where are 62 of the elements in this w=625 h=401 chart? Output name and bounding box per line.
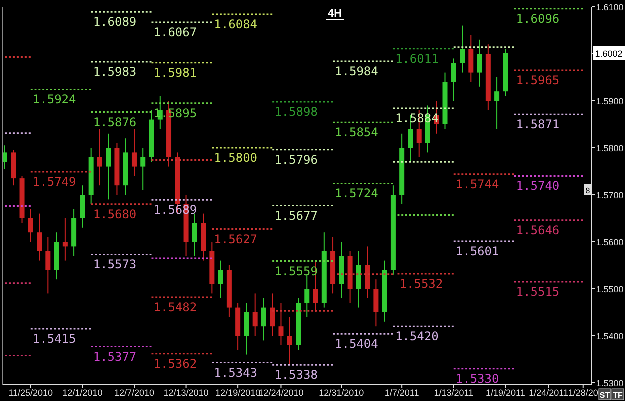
series-label: 1.5680	[93, 207, 137, 222]
series-label: 1.6089	[93, 15, 137, 30]
series-label: 1.5415	[32, 332, 76, 346]
x-tick-label: 12/13/2010	[164, 388, 209, 398]
y-tick-label: 1.5300	[596, 378, 624, 388]
series-label: 1.5924	[32, 92, 76, 107]
series-label: 1.5876	[93, 115, 137, 130]
series-label: 1.5744	[456, 177, 500, 192]
series-label: 1.5796	[274, 152, 318, 167]
y-tick-label: 1.5500	[596, 284, 624, 294]
series-label: 1.5482	[154, 300, 198, 314]
x-tick-label: 1/19/2011	[486, 388, 526, 398]
x-tick-label: 12/24/2010	[258, 388, 304, 398]
series-label: 1.5404	[335, 337, 378, 352]
series-label: 1.5749	[32, 174, 76, 189]
text: ST	[600, 391, 610, 400]
series-label: 1.5330	[456, 372, 500, 386]
x-tick-label: 1/13/2011	[434, 388, 474, 398]
annotation: 1.6002	[595, 49, 623, 60]
y-tick-label: 1.5700	[596, 190, 624, 200]
series-label: 1.5677	[274, 208, 318, 223]
series-label: 1.6067	[154, 26, 198, 40]
series-label: 1.5601	[456, 244, 500, 259]
chart-title: 4H	[328, 8, 342, 20]
x-tick-label: 11/25/2010	[8, 388, 54, 398]
series-label: 1.5646	[516, 223, 560, 238]
series-label: 1.5532	[400, 276, 444, 291]
series-label: 1.6096	[516, 12, 560, 26]
x-tick-label: 1/7/2011	[384, 388, 420, 398]
series-label: 1.5983	[93, 64, 137, 79]
x-tick-label: 1/28/20	[568, 388, 598, 398]
series-label: 1.5627	[214, 232, 258, 246]
series-label: 1.5362	[154, 356, 198, 371]
series-label: 1.5740	[516, 179, 560, 194]
series-label: 1.5724	[335, 186, 378, 201]
series-label: 1.5871	[516, 118, 560, 132]
x-tick-label: 12/7/2010	[114, 388, 155, 398]
annotation: 8	[586, 186, 591, 196]
y-tick-label: 1.5600	[596, 238, 624, 248]
series-label: 1.5377	[93, 350, 137, 364]
x-tick-label: 12/1/2010	[62, 388, 103, 398]
x-tick-label: 12/19/2010	[216, 388, 261, 398]
series-label: 1.5854	[335, 126, 378, 140]
text: TF	[613, 391, 623, 400]
series-label: 1.5898	[274, 104, 318, 119]
series-label: 1.5573	[93, 258, 137, 272]
series-label: 1.5338	[274, 368, 318, 382]
y-tick-label: 1.6100	[596, 2, 624, 12]
series-label: 1.5343	[214, 366, 258, 380]
series-label: 1.5981	[154, 66, 198, 80]
y-tick-label: 1.5900	[596, 96, 624, 106]
y-tick-label: 1.5800	[596, 144, 624, 154]
series-label: 1.5984	[335, 64, 378, 79]
x-tick-label: 1/24/2011	[529, 388, 569, 398]
x-tick-label: 12/31/2010	[319, 388, 364, 398]
series-label: 1.5965	[516, 73, 560, 88]
series-label: 1.6084	[214, 18, 258, 32]
series-label: 1.6011	[395, 52, 439, 66]
series-label: 1.5515	[516, 284, 560, 299]
series-label: 1.5800	[214, 151, 258, 165]
series-label: 1.5420	[395, 330, 439, 344]
y-tick-label: 1.5400	[596, 332, 624, 342]
